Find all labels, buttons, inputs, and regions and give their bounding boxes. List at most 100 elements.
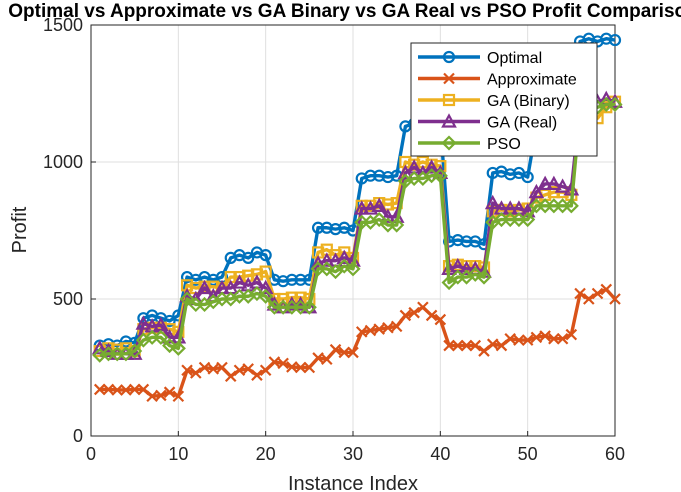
data-point xyxy=(556,332,569,345)
data-point xyxy=(423,159,440,174)
data-point xyxy=(554,178,571,193)
legend-item: GA (Binary) xyxy=(418,93,570,110)
data-point xyxy=(609,293,621,305)
legend-item: Optimal xyxy=(418,50,542,67)
data-point xyxy=(93,383,106,396)
series-3 xyxy=(91,90,623,360)
data-point xyxy=(353,200,370,215)
data-point xyxy=(320,221,333,234)
data-point xyxy=(565,328,578,341)
data-point xyxy=(91,340,108,355)
data-point xyxy=(277,292,290,306)
data-point xyxy=(478,345,490,357)
data-point xyxy=(441,113,457,128)
data-point xyxy=(546,175,562,191)
data-point xyxy=(530,331,543,344)
data-point xyxy=(198,361,211,374)
y-tick-label: 0 xyxy=(73,426,83,446)
series-line xyxy=(99,102,615,357)
data-point xyxy=(364,169,377,182)
data-point xyxy=(382,321,394,334)
data-point xyxy=(574,287,586,300)
x-axis-ticks: 0 10 20 30 40 50 60 xyxy=(86,431,625,464)
x-tick-label: 30 xyxy=(343,444,363,464)
series-1 xyxy=(93,283,621,403)
data-point xyxy=(318,252,335,267)
data-point xyxy=(257,279,274,295)
data-point xyxy=(162,338,178,354)
data-point xyxy=(486,166,499,180)
data-point xyxy=(231,274,248,289)
data-point xyxy=(224,370,237,383)
data-point xyxy=(285,273,298,286)
data-point xyxy=(548,332,560,345)
data-point xyxy=(583,293,595,305)
data-point xyxy=(417,301,429,313)
data-point xyxy=(233,364,246,377)
data-point xyxy=(504,332,516,345)
data-point xyxy=(179,291,195,307)
data-point xyxy=(441,135,457,151)
data-point xyxy=(336,258,352,274)
data-point xyxy=(476,269,492,285)
data-point xyxy=(451,233,464,247)
data-point xyxy=(484,194,501,210)
x-tick-label: 40 xyxy=(430,444,450,464)
data-point xyxy=(373,323,385,335)
data-point xyxy=(268,356,281,368)
data-point xyxy=(301,299,317,315)
data-point xyxy=(312,352,324,364)
data-point xyxy=(170,340,186,356)
data-point xyxy=(425,309,438,322)
data-point xyxy=(537,175,553,191)
data-point xyxy=(259,265,272,278)
data-point xyxy=(520,211,536,228)
chart-title: Optimal vs Approximate vs GA Binary vs G… xyxy=(8,1,681,22)
data-point xyxy=(469,339,482,352)
data-point xyxy=(345,261,361,277)
data-point xyxy=(242,251,255,264)
data-point xyxy=(504,168,517,181)
legend-label: Optimal xyxy=(487,50,542,67)
data-point xyxy=(250,268,264,281)
legend-item: GA (Real) xyxy=(418,113,557,132)
data-point xyxy=(371,211,387,228)
data-point xyxy=(135,315,152,330)
data-point xyxy=(458,260,475,275)
data-point xyxy=(563,198,579,214)
data-point xyxy=(521,334,534,346)
legend: Optimal Approximate GA (Binary) GA (Real) PS… xyxy=(410,42,598,157)
data-point xyxy=(380,208,396,223)
x-tick-label: 60 xyxy=(605,444,625,464)
data-point xyxy=(355,326,368,338)
y-tick-label: 1500 xyxy=(43,15,83,35)
x-tick-label: 50 xyxy=(518,444,538,464)
data-point xyxy=(608,33,622,47)
data-point xyxy=(443,339,455,352)
data-point xyxy=(600,32,613,45)
data-point xyxy=(242,363,254,375)
data-point xyxy=(460,235,473,248)
data-point xyxy=(441,275,457,291)
data-point xyxy=(311,221,325,234)
data-point xyxy=(432,168,448,184)
data-point xyxy=(277,275,290,288)
data-point xyxy=(519,203,536,218)
x-tick-label: 0 xyxy=(86,444,96,464)
data-point xyxy=(371,197,388,212)
data-point xyxy=(259,249,272,262)
data-point xyxy=(338,346,351,359)
data-point xyxy=(172,390,185,403)
x-axis-label: Instance Index xyxy=(288,473,418,492)
data-point xyxy=(251,369,263,381)
data-point xyxy=(155,389,167,402)
legend-item: Approximate xyxy=(418,72,577,89)
legend-item: PSO xyxy=(418,135,521,153)
data-point xyxy=(486,338,499,350)
data-point xyxy=(294,273,307,286)
data-point xyxy=(452,339,464,352)
data-point xyxy=(163,314,176,328)
data-point xyxy=(467,266,483,282)
data-point xyxy=(539,330,551,342)
